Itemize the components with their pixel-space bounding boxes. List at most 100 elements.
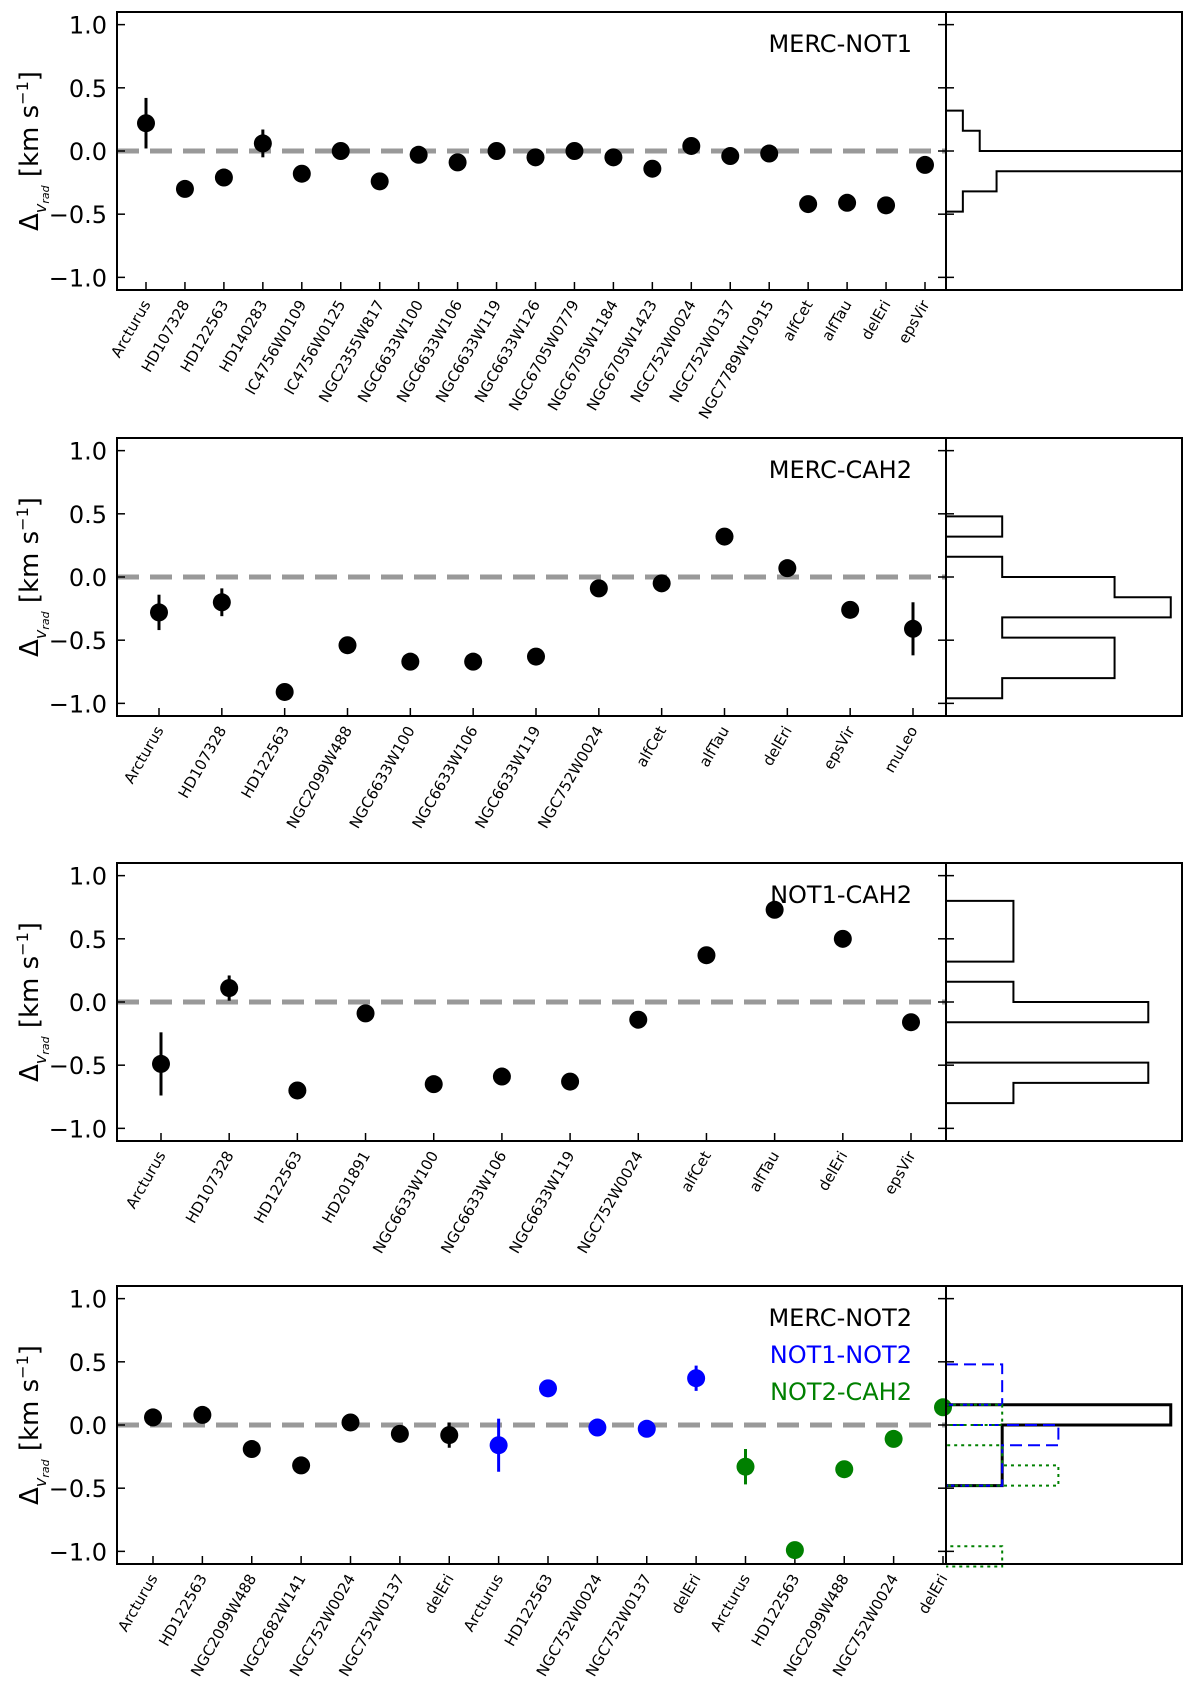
data-point <box>144 1408 162 1427</box>
x-tick-label: NGC6705W1423 <box>583 297 661 414</box>
x-tick-label: Arcturus <box>122 1148 169 1212</box>
x-tick-label: alfCet <box>779 297 817 344</box>
y-tick-label: 0.5 <box>69 1349 107 1377</box>
x-tick-label: NGC6705W1184 <box>544 297 622 414</box>
x-tick-label: HD122563 <box>250 1148 306 1226</box>
data-point <box>401 652 420 671</box>
data-point <box>464 652 483 671</box>
data-point <box>356 1004 375 1023</box>
data-point <box>390 1424 409 1443</box>
data-point <box>489 1436 508 1455</box>
x-tick-label: NGC6633W100 <box>346 723 419 832</box>
data-point <box>736 1457 755 1476</box>
data-point <box>526 148 545 167</box>
panel-title: NOT1-CAH2 <box>770 881 912 909</box>
data-point <box>288 1081 307 1100</box>
data-point <box>778 559 797 578</box>
data-point <box>175 179 194 198</box>
data-point <box>370 172 389 191</box>
y-tick-label: −1.0 <box>49 1538 107 1566</box>
data-point <box>637 1419 656 1438</box>
data-point <box>193 1405 212 1424</box>
y-axis-label: Δvrad [km s−1] <box>13 71 52 231</box>
legend-entry: NOT2-CAH2 <box>770 1378 912 1406</box>
data-point <box>212 593 231 612</box>
x-tick-label: NGC6633W119 <box>505 1148 578 1257</box>
x-tick-label: HD122563 <box>748 1571 804 1649</box>
data-point <box>838 193 857 212</box>
x-tick-label: HD122563 <box>155 1571 211 1649</box>
data-point <box>687 1369 706 1388</box>
x-tick-label: delEri <box>421 1571 458 1617</box>
data-point <box>588 1418 607 1437</box>
data-point <box>765 900 784 919</box>
x-tick-label: NGC2099W488 <box>283 723 356 832</box>
data-point <box>409 145 428 164</box>
data-point <box>877 196 896 215</box>
data-point <box>150 603 168 622</box>
data-point <box>902 1013 920 1032</box>
data-point <box>604 148 623 167</box>
x-tick-label: Arcturus <box>114 1571 161 1635</box>
y-tick-label: 1.0 <box>69 863 107 891</box>
data-point <box>440 1426 459 1445</box>
y-tick-label: −0.5 <box>49 1052 107 1080</box>
histogram-blue <box>945 1363 1060 1487</box>
y-tick-label: −1.0 <box>49 690 107 718</box>
y-axis-label: Δvrad [km s−1] <box>13 1345 52 1505</box>
data-point <box>721 147 740 166</box>
x-tick-label: NGC6633W100 <box>369 1148 442 1257</box>
x-tick-label: NGC6633W106 <box>437 1148 510 1257</box>
data-point <box>799 195 818 214</box>
x-tick-label: delEri <box>858 297 895 343</box>
data-point <box>242 1440 261 1459</box>
data-point <box>292 164 311 183</box>
y-tick-label: 0.0 <box>69 138 107 166</box>
data-point <box>275 682 294 701</box>
y-tick-label: 1.0 <box>69 12 107 40</box>
histogram-black <box>945 899 1150 1105</box>
data-point <box>760 144 779 163</box>
data-point <box>341 1413 360 1432</box>
x-tick-label: epsVir <box>820 722 859 772</box>
y-axis-label: Δvrad [km s−1] <box>13 497 52 657</box>
histogram-black <box>946 109 1183 213</box>
data-point <box>697 946 716 965</box>
data-point <box>338 636 357 655</box>
x-tick-label: delEri <box>759 723 796 769</box>
x-tick-label: epsVir <box>880 1147 919 1197</box>
y-tick-label: −0.5 <box>49 1475 107 1503</box>
x-tick-label: alfCet <box>632 723 670 770</box>
data-point <box>682 136 701 155</box>
y-tick-label: 0.0 <box>69 989 107 1017</box>
x-tick-label: HD107328 <box>182 1148 238 1226</box>
data-point <box>715 527 734 546</box>
x-tick-label: HD122563 <box>237 723 293 801</box>
x-tick-label: NGC752W0024 <box>534 723 607 832</box>
data-point <box>424 1075 443 1094</box>
y-tick-label: 1.0 <box>69 438 107 466</box>
data-point <box>214 168 233 187</box>
x-tick-label: HD107328 <box>175 723 231 801</box>
hist-axes-frame <box>945 1285 1183 1565</box>
x-tick-label: delEri <box>814 1148 851 1194</box>
panel-not1-cah2: 1.0 0.5 0.0 −0.5 −1.0 Δvrad [km s−1] Arcturus H… <box>13 862 1183 1257</box>
x-tick-label: Arcturus <box>707 1571 754 1635</box>
panel-title: MERC-NOT1 <box>768 30 912 58</box>
panel-title: MERC-CAH2 <box>769 456 912 484</box>
x-tick-label: alfTau <box>745 1148 783 1195</box>
hist-axes-frame <box>945 437 1183 717</box>
data-point <box>652 574 671 593</box>
data-point <box>629 1010 648 1029</box>
data-point <box>833 929 852 948</box>
y-tick-label: 0.0 <box>69 564 107 592</box>
y-tick-label: −0.5 <box>49 627 107 655</box>
y-tick-label: −0.5 <box>49 201 107 229</box>
histogram-black <box>946 1403 1173 1488</box>
y-tick-label: 0.0 <box>69 1412 107 1440</box>
data-point <box>331 142 350 160</box>
